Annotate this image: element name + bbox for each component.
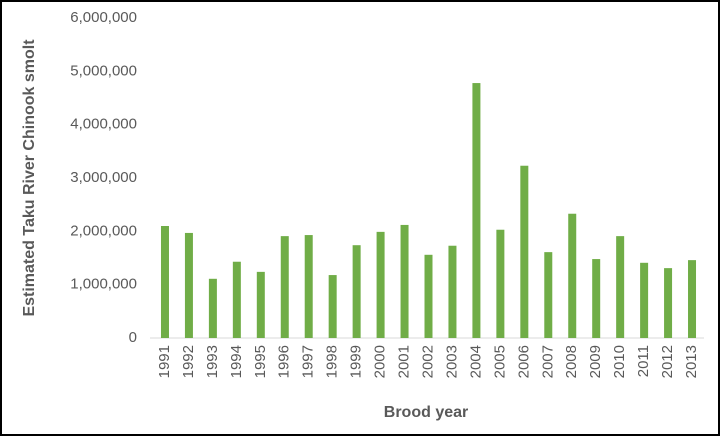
x-tick-label: 2008 (563, 345, 580, 378)
bar (184, 232, 193, 338)
bar (376, 231, 385, 338)
bar (208, 278, 217, 338)
x-tick-label: 2012 (659, 345, 676, 378)
bar (568, 213, 577, 338)
x-tick-label: 2005 (491, 345, 508, 378)
bar (280, 236, 289, 338)
bar (256, 271, 265, 338)
bar (232, 261, 241, 338)
x-axis-title: Brood year (384, 404, 468, 421)
x-tick-label: 2006 (515, 345, 532, 378)
bar (688, 260, 697, 338)
bar (400, 224, 409, 338)
x-tick-label: 2001 (396, 345, 413, 378)
bar (424, 254, 433, 338)
bar (352, 245, 361, 338)
x-tick-label: 2002 (419, 345, 436, 378)
y-tick-label: 5,000,000 (70, 62, 137, 79)
x-tick-label: 1996 (276, 345, 293, 378)
x-tick-label: 1995 (252, 345, 269, 378)
y-axis-title: Estimated Taku River Chinook smolt (21, 39, 38, 317)
x-tick-label: 2010 (611, 345, 628, 378)
bar (664, 268, 673, 338)
y-tick-label: 6,000,000 (70, 9, 137, 26)
y-tick-label: 3,000,000 (70, 169, 137, 186)
x-tick-label: 2004 (467, 345, 484, 378)
x-tick-label: 1993 (204, 345, 221, 378)
bar (640, 262, 649, 338)
bar (160, 226, 169, 338)
bar (592, 259, 601, 338)
x-tick-label: 2000 (372, 345, 389, 378)
x-tick-label: 1997 (300, 345, 317, 378)
bar (544, 252, 553, 338)
x-tick-label: 2009 (587, 345, 604, 378)
y-tick-label: 0 (129, 329, 137, 346)
x-tick-label: 1999 (348, 345, 365, 378)
bar (496, 229, 505, 338)
bar (328, 275, 337, 338)
y-tick-label: 2,000,000 (70, 222, 137, 239)
x-tick-label: 1992 (180, 345, 197, 378)
bar (616, 236, 625, 338)
y-tick-label: 4,000,000 (70, 116, 137, 133)
y-tick-label: 1,000,000 (70, 276, 137, 293)
x-tick-label: 1998 (324, 345, 341, 378)
x-tick-label: 2011 (635, 345, 652, 377)
bar (520, 165, 529, 338)
bar (448, 245, 457, 338)
bar (304, 235, 313, 338)
x-tick-label: 1994 (228, 345, 245, 378)
x-tick-label: 2013 (683, 345, 700, 378)
x-tick-label: 2007 (539, 345, 556, 378)
x-tick-label: 1991 (156, 345, 173, 378)
x-tick-label: 2003 (443, 345, 460, 378)
bar (472, 83, 481, 338)
